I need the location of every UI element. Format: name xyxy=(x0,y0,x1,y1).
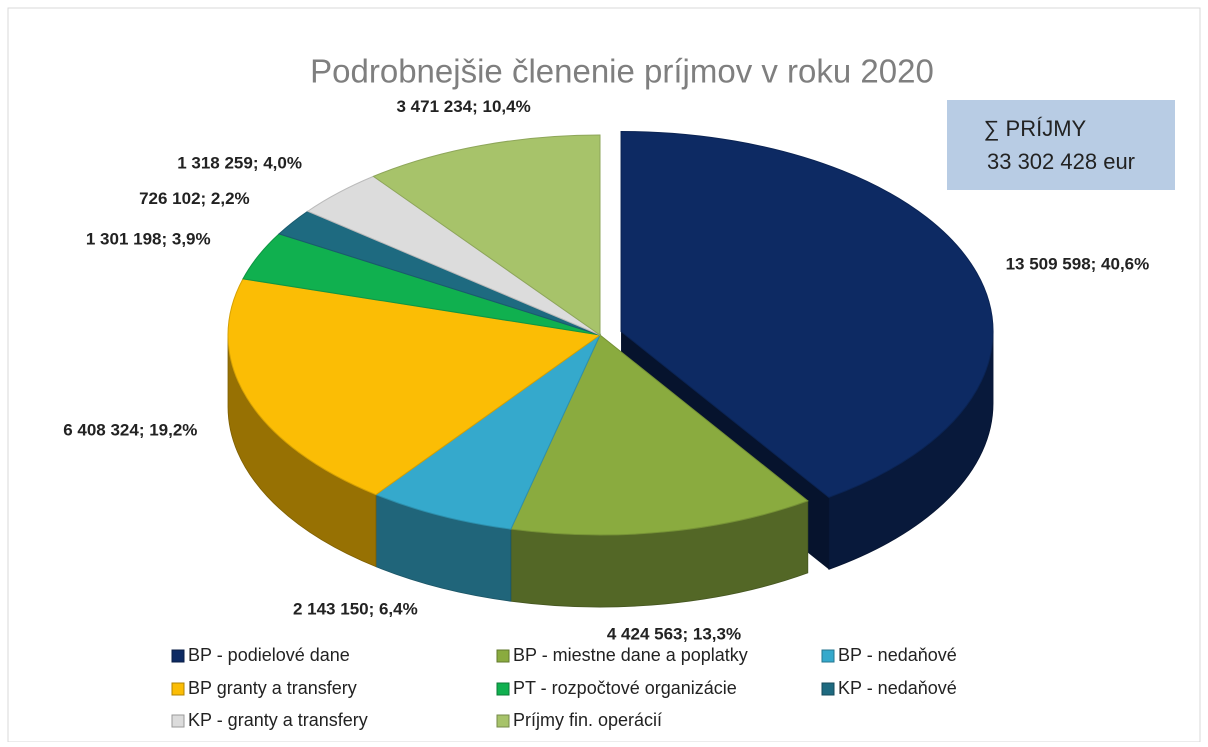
slice-tops xyxy=(227,130,994,536)
legend-label: BP - nedaňové xyxy=(838,645,957,665)
total-value: 33 302 428 eur xyxy=(987,149,1135,174)
chart-title: Podrobnejšie členenie príjmov v roku 202… xyxy=(310,53,934,90)
slice xyxy=(510,334,809,536)
data-label: 4 424 563; 13,3% xyxy=(607,625,741,644)
legend-swatch xyxy=(821,649,835,663)
legend-swatch xyxy=(496,714,510,728)
slice xyxy=(620,130,994,498)
data-label: 1 318 259; 4,0% xyxy=(177,154,302,173)
total-box xyxy=(947,100,1175,190)
legend-swatch xyxy=(171,649,185,663)
legend-swatch xyxy=(171,682,185,696)
legend-swatch xyxy=(496,682,510,696)
legend-label: BP granty a transfery xyxy=(188,678,357,698)
legend-label: Príjmy fin. operácií xyxy=(513,710,662,730)
data-label: 3 471 234; 10,4% xyxy=(396,97,530,116)
slice xyxy=(372,134,601,336)
legend-swatch xyxy=(821,682,835,696)
legend-swatch xyxy=(171,714,185,728)
total-label: ∑ PRÍJMY xyxy=(984,116,1087,141)
data-label: 6 408 324; 19,2% xyxy=(63,420,197,439)
data-label: 13 509 598; 40,6% xyxy=(1006,254,1150,273)
data-label: 726 102; 2,2% xyxy=(139,189,250,208)
legend-label: KP - nedaňové xyxy=(838,678,957,698)
data-label: 2 143 150; 6,4% xyxy=(293,600,418,619)
legend-label: BP - miestne dane a poplatky xyxy=(513,645,748,665)
slice xyxy=(227,278,602,496)
legend-label: KP - granty a transfery xyxy=(188,710,368,730)
legend-label: PT - rozpočtové organizácie xyxy=(513,678,737,698)
slice xyxy=(374,333,602,530)
legend-label: BP - podielové dane xyxy=(188,645,350,665)
data-label: 1 301 198; 3,9% xyxy=(86,229,211,248)
legend-swatch xyxy=(496,649,510,663)
